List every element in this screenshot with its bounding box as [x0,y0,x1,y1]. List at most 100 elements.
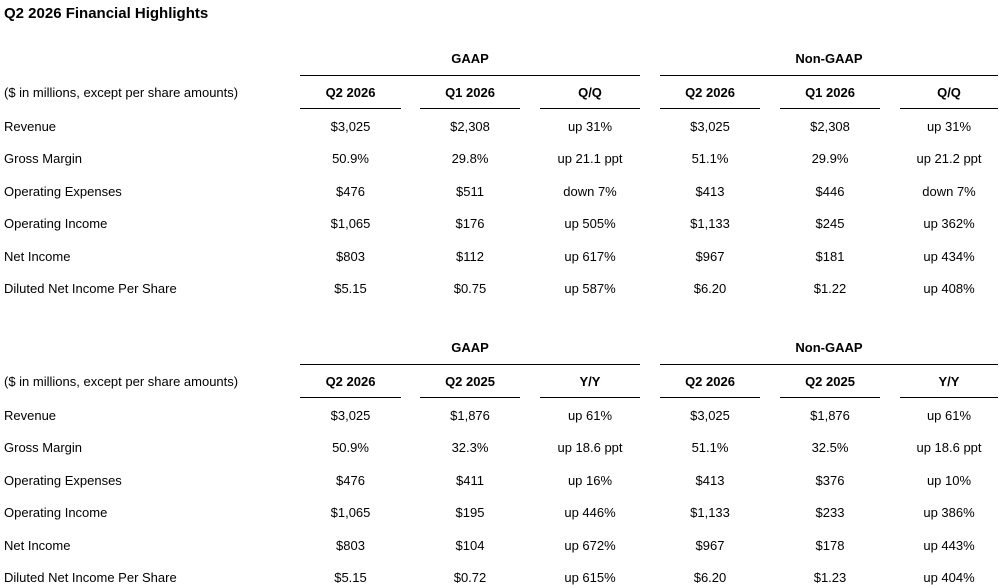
cell: up 446% [564,505,616,521]
cell: $233 [815,505,845,521]
column-rule [540,108,640,109]
cell: up 615% [564,570,616,585]
cell: up 21.2 ppt [916,151,982,167]
cell: 29.8% [451,151,489,167]
row-label: Revenue [4,119,57,134]
cell: $1,065 [330,505,371,521]
group-rule [300,364,640,365]
column-rule [300,108,401,109]
cell: $6.20 [693,570,727,585]
row-label: Operating Income [4,216,108,232]
cell: up 434% [923,248,975,264]
group-header: GAAP [451,51,489,66]
column-rule [660,397,760,398]
cell: $1.23 [813,570,847,585]
cell: $1,133 [690,216,730,232]
cell: 51.1% [691,151,729,167]
cell: $1,876 [450,408,490,423]
cell: 50.9% [332,151,369,167]
column-header: Q2 2026 [685,374,735,389]
cell: up 408% [923,281,975,296]
column-header: Q/Q [578,85,602,100]
cell: $411 [456,472,484,488]
cell: up 672% [564,537,616,553]
cell: up 386% [923,505,975,521]
cell: $1,133 [690,505,730,521]
cell: 32.3% [451,440,489,456]
cell: $376 [815,472,845,488]
column-header: Y/Y [579,374,601,389]
cell: up 443% [923,537,975,553]
cell: up 505% [564,216,616,232]
cell: $5.15 [334,281,367,296]
group-rule [660,75,998,76]
group-rule [660,364,998,365]
cell: up 362% [923,216,975,232]
cell: up 18.6 ppt [557,440,623,456]
row-label: Revenue [4,408,57,423]
cell: $413 [695,472,725,488]
cell: $3,025 [690,119,730,134]
column-header: Q2 2025 [805,374,855,389]
group-header: GAAP [451,340,489,355]
cell: $6.20 [693,281,727,296]
cell: $3,025 [330,408,371,423]
cell: $3,025 [690,408,730,423]
cell: up 31% [567,119,613,134]
column-header: Y/Y [938,374,960,389]
cell: $245 [815,216,845,232]
cell: $3,025 [330,119,371,134]
cell: up 18.6 ppt [916,440,982,456]
cell: $1.22 [813,281,847,296]
cell: 32.5% [811,440,849,456]
column-rule [540,397,640,398]
cell: $967 [695,537,725,553]
cell: $181 [815,248,845,264]
cell: $195 [455,505,485,521]
cell: up 61% [567,408,613,423]
row-label: Net Income [4,248,71,264]
row-label: Diluted Net Income Per Share [4,570,177,585]
cell: 50.9% [332,440,369,456]
cell: $112 [456,248,484,264]
cell: $2,308 [810,119,850,134]
column-header: Q1 2026 [445,85,495,100]
cell: up 587% [564,281,616,296]
row-label-header: ($ in millions, except per share amounts… [4,374,239,389]
cell: $413 [695,183,725,199]
cell: $476 [336,183,365,199]
column-header: Q2 2025 [445,374,495,389]
group-header: Non-GAAP [795,51,863,66]
cell: $803 [336,248,365,264]
cell: $178 [815,537,845,553]
column-header: Q2 2026 [685,85,735,100]
column-header: Q1 2026 [805,85,855,100]
cell: up 617% [564,248,616,264]
cell: $104 [455,537,485,553]
column-rule [780,108,880,109]
row-label: Operating Expenses [4,472,122,488]
row-label: Operating Income [4,505,108,521]
row-label: Gross Margin [4,151,83,167]
column-rule [420,108,520,109]
column-rule [300,397,401,398]
row-label: Operating Expenses [4,183,122,199]
cell: up 61% [926,408,972,423]
cell: 51.1% [691,440,729,456]
cell: up 16% [567,472,613,488]
cell: 29.9% [811,151,849,167]
cell: $0.72 [453,570,487,585]
group-rule [300,75,640,76]
cell: down 7% [563,183,617,199]
column-header: Q2 2026 [325,374,376,389]
row-label-header: ($ in millions, except per share amounts… [4,85,239,100]
row-label: Net Income [4,537,71,553]
cell: $803 [336,537,365,553]
column-rule [900,108,998,109]
column-rule [900,397,998,398]
cell: $967 [695,248,725,264]
group-header: Non-GAAP [795,340,863,355]
cell: down 7% [922,183,976,199]
cell: $446 [815,183,845,199]
column-rule [660,108,760,109]
